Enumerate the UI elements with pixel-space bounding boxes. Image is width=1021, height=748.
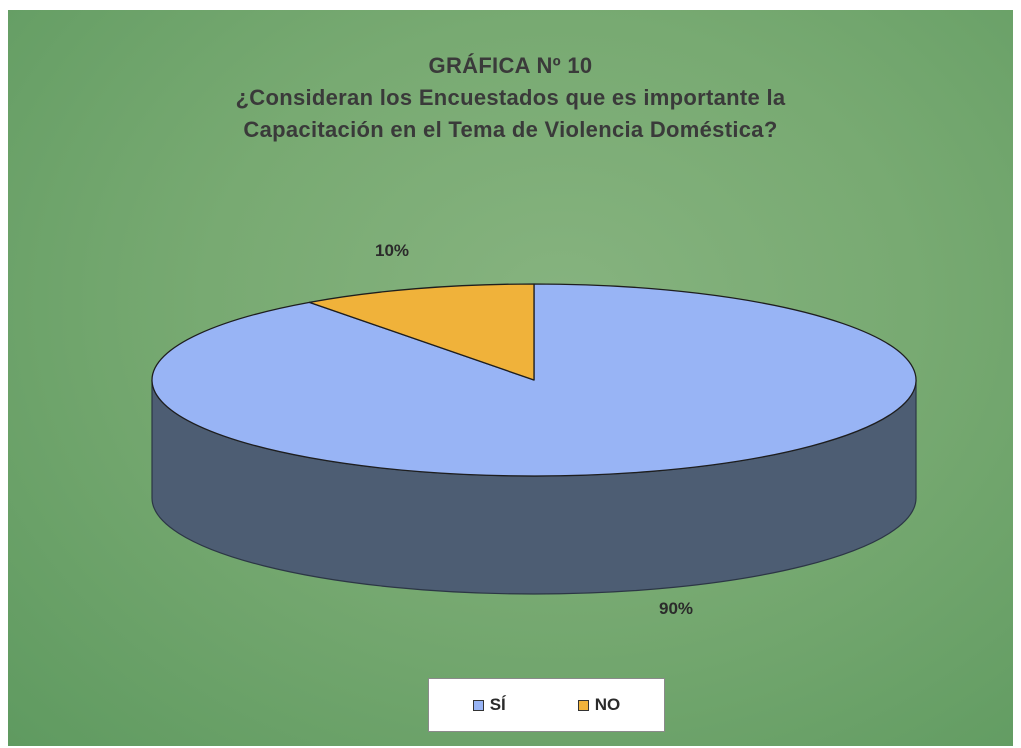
chart-title-line-3: Capacitación en el Tema de Violencia Dom… [243, 117, 778, 142]
legend-label-si: SÍ [489, 695, 506, 714]
pie-slice-no [308, 283, 535, 381]
data-label-si: 90% [659, 599, 693, 618]
legend-item-si: SÍ [472, 695, 506, 715]
legend-swatch-no [577, 699, 589, 711]
legend-swatch-si [472, 699, 484, 711]
chart-title-line-1: GRÁFICA Nº 10 [428, 53, 593, 78]
legend: SÍ NO [428, 678, 665, 732]
chart-area: GRÁFICA Nº 10 ¿Consideran los Encuestado… [8, 10, 1013, 746]
legend-label-no: NO [594, 695, 621, 714]
chart-title: GRÁFICA Nº 10 ¿Consideran los Encuestado… [8, 50, 1013, 146]
data-label-no: 10% [375, 241, 409, 260]
chart-title-line-2: ¿Consideran los Encuestados que es impor… [235, 85, 786, 110]
pie-chart: 90% 10% [151, 241, 917, 618]
legend-item-no: NO [577, 695, 621, 715]
